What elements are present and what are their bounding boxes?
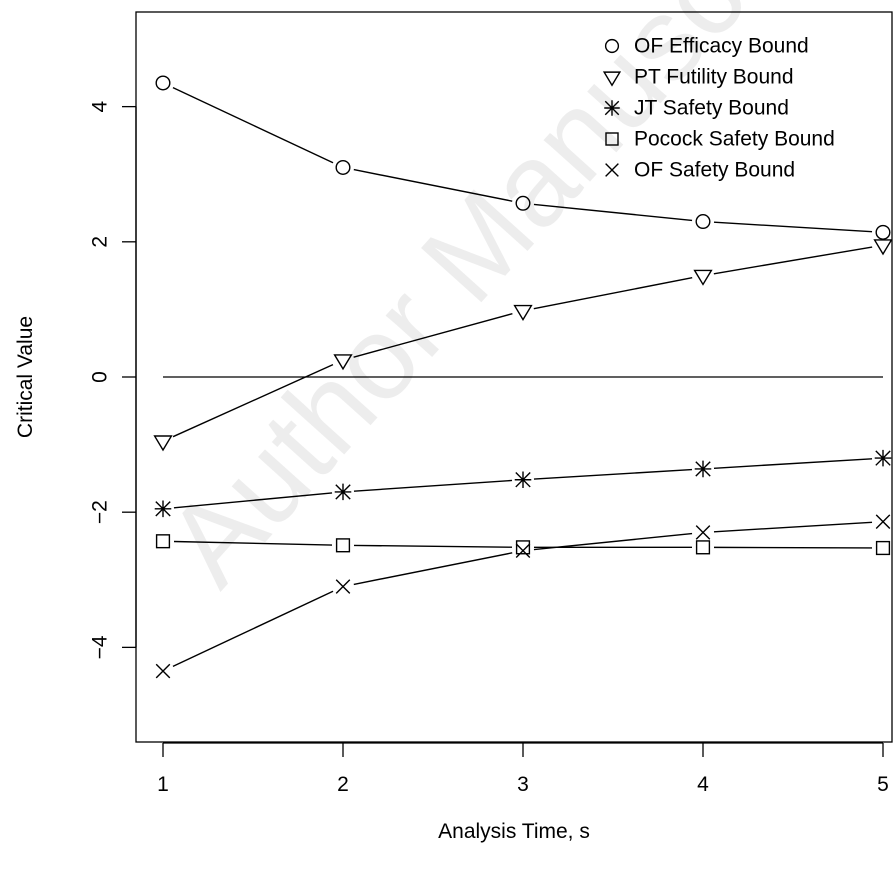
data-point-of-safety-bound xyxy=(695,525,711,540)
x-tick-label: 4 xyxy=(697,773,709,796)
series-line-pocock-safety-bound xyxy=(173,540,333,546)
series-line-pt-futility-bound xyxy=(172,363,334,438)
legend-symbol-jt-safety-bound xyxy=(604,100,620,116)
data-point-of-safety-bound xyxy=(515,543,531,559)
legend-label-of-efficacy-bound: OF Efficacy Bound xyxy=(634,35,809,58)
x-tick-label: 3 xyxy=(517,773,529,796)
series-line-jt-safety-bound xyxy=(533,468,693,480)
legend-symbol-of-efficacy-bound xyxy=(604,38,620,54)
legend-symbol-of-safety-bound xyxy=(605,163,619,177)
data-point-pt-futility-bound xyxy=(693,269,713,286)
data-point-pt-futility-bound xyxy=(153,435,173,452)
data-point-jt-safety-bound xyxy=(334,483,352,501)
data-point-of-efficacy-bound xyxy=(335,159,351,175)
series-line-of-safety-bound xyxy=(353,552,513,586)
data-point-pt-futility-bound xyxy=(873,239,893,256)
data-point-jt-safety-bound xyxy=(874,449,892,467)
data-point-pocock-safety-bound xyxy=(515,540,531,555)
series-line-pocock-safety-bound xyxy=(713,546,873,549)
series-line-of-efficacy-bound xyxy=(713,221,873,233)
series-line-of-efficacy-bound xyxy=(353,168,513,202)
data-point-pocock-safety-bound xyxy=(335,538,351,553)
data-point-of-efficacy-bound xyxy=(875,224,891,240)
data-point-of-safety-bound xyxy=(875,514,891,529)
data-point-jt-safety-bound xyxy=(514,471,532,489)
y-tick-label: 2 xyxy=(89,236,112,248)
legend-symbol-pt-futility-bound xyxy=(602,71,622,87)
y-axis-label: Critical Value xyxy=(14,316,37,438)
series-lines xyxy=(172,87,873,667)
x-axis-label: Analysis Time, s xyxy=(438,820,590,843)
series-line-jt-safety-bound xyxy=(173,492,333,509)
data-point-of-efficacy-bound xyxy=(695,214,711,230)
data-point-of-efficacy-bound xyxy=(515,195,531,211)
data-point-pocock-safety-bound xyxy=(155,534,171,549)
x-tick-label: 5 xyxy=(877,773,889,796)
data-point-pocock-safety-bound xyxy=(695,540,711,555)
series-line-jt-safety-bound xyxy=(353,479,513,492)
x-tick-label: 1 xyxy=(157,773,169,796)
legend-label-jt-safety-bound: JT Safety Bound xyxy=(634,97,789,120)
legend-symbol-pocock-safety-bound xyxy=(605,132,619,146)
data-point-of-efficacy-bound xyxy=(155,75,171,91)
legend-label-pt-futility-bound: PT Futility Bound xyxy=(634,66,794,89)
data-point-jt-safety-bound xyxy=(154,500,172,518)
series-line-of-safety-bound xyxy=(172,590,334,667)
data-point-of-safety-bound xyxy=(155,663,171,679)
series-line-jt-safety-bound xyxy=(713,458,873,469)
series-line-of-efficacy-bound xyxy=(533,203,693,222)
series-line-of-safety-bound xyxy=(713,521,873,533)
legend-label-of-safety-bound: OF Safety Bound xyxy=(634,159,795,182)
y-tick-label: 0 xyxy=(89,371,112,383)
legend-label-pocock-safety-bound: Pocock Safety Bound xyxy=(634,128,835,151)
series-line-pt-futility-bound xyxy=(713,246,873,275)
data-point-pocock-safety-bound xyxy=(875,540,891,556)
series-line-of-safety-bound xyxy=(533,532,693,551)
data-point-pt-futility-bound xyxy=(333,354,353,371)
axes: 1 2 3 4 5 −4 −2 0 2 4 xyxy=(89,100,889,796)
y-tick-label: −4 xyxy=(89,635,112,659)
data-point-pt-futility-bound xyxy=(513,304,533,321)
y-tick-label: −2 xyxy=(89,500,112,524)
series-line-pt-futility-bound xyxy=(533,277,693,310)
series-line-pt-futility-bound xyxy=(353,312,513,358)
legend: OF Efficacy Bound PT Futility Bound JT Saf… xyxy=(602,35,835,182)
data-point-jt-safety-bound xyxy=(694,460,712,478)
y-tick-label: 4 xyxy=(89,100,112,112)
series-line-pocock-safety-bound xyxy=(353,544,513,548)
data-point-of-safety-bound xyxy=(335,579,351,594)
x-tick-label: 2 xyxy=(337,773,349,796)
series-line-of-efficacy-bound xyxy=(172,87,334,164)
series-points xyxy=(153,75,893,679)
